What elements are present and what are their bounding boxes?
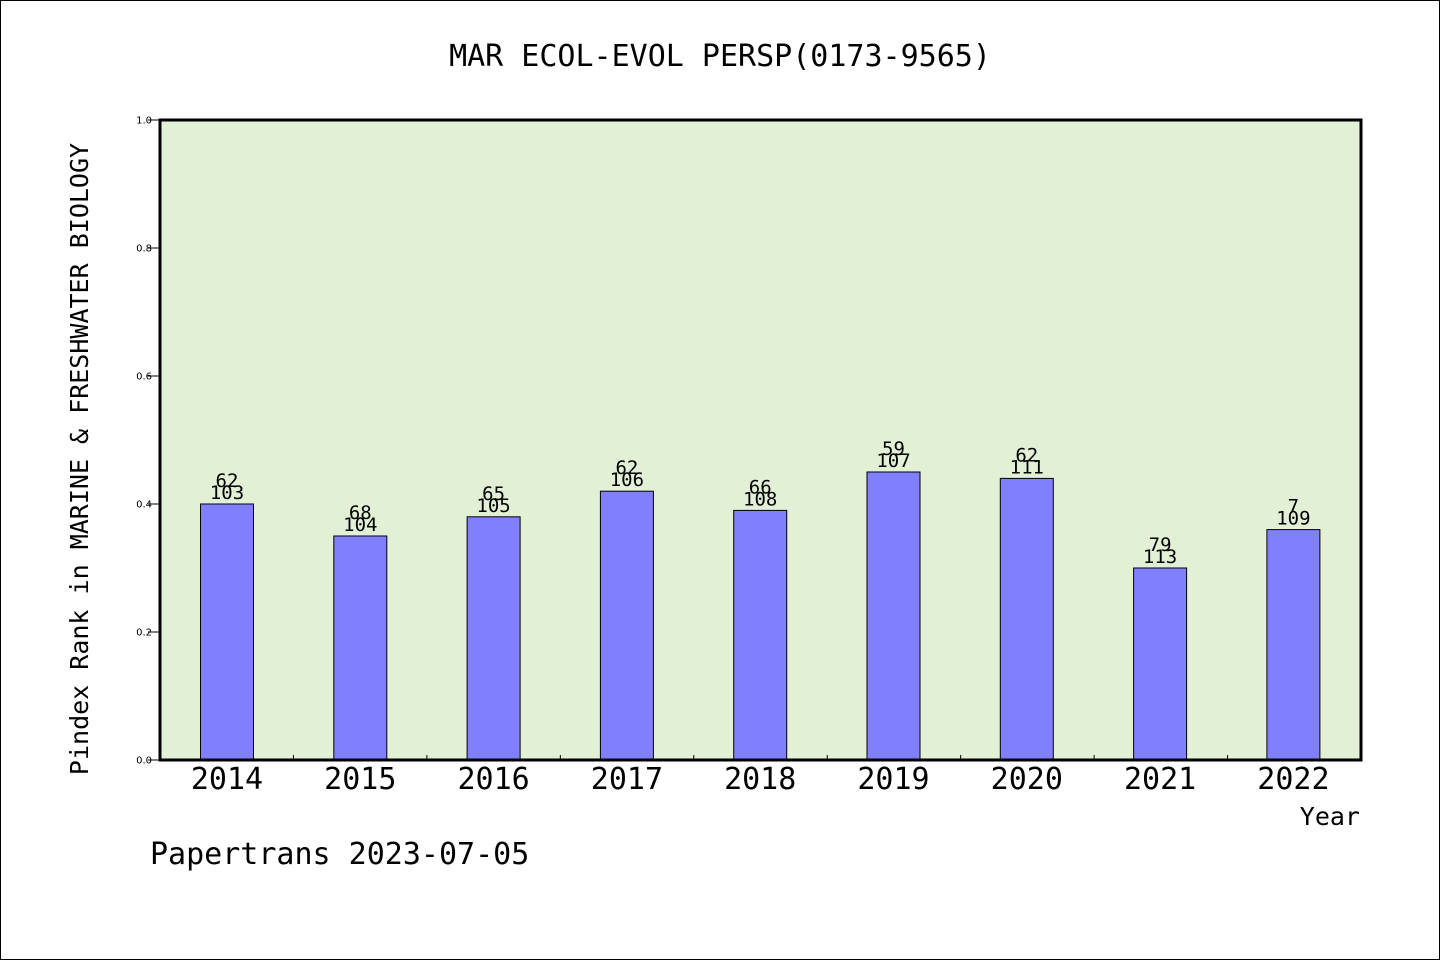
y-axis-label: Pindex Rank in MARINE & FRESHWATER BIOLO… [65, 143, 94, 775]
y-tick-label: 1.0 [136, 116, 152, 127]
x-tick-label: 2017 [591, 762, 663, 797]
bar [599, 490, 654, 761]
footer-credit: Papertrans 2023-07-05 [150, 837, 529, 872]
bar [999, 477, 1054, 761]
x-tick-label: 2020 [991, 762, 1063, 797]
y-tick-label: 0.2 [136, 628, 152, 639]
bar [733, 509, 788, 761]
bar-total-label: 113 [1143, 546, 1177, 568]
bar-total-label: 103 [210, 482, 244, 504]
y-axis: 0.0 0.2 0.4 0.6 0.8 1.0 [136, 116, 160, 767]
bar-total-label: 109 [1276, 508, 1310, 530]
chart-title: MAR ECOL-EVOL PERSP(0173-9565) [449, 39, 991, 74]
bar-total-label: 108 [743, 488, 777, 510]
bar-total-label: 106 [610, 469, 644, 491]
y-tick-label: 0.4 [136, 500, 152, 511]
bar-rank-label: 79 [1149, 534, 1172, 556]
x-tick-label: 2015 [324, 762, 396, 797]
x-tick-label: 2016 [457, 762, 529, 797]
bar [200, 503, 254, 761]
bar [1133, 567, 1188, 761]
x-axis: 2014 2015 2016 2017 2018 2019 2020 2021 2022 [191, 755, 1330, 797]
plot-border [158, 118, 1363, 762]
x-axis-label: Year [1300, 802, 1360, 831]
x-tick-label: 2014 [191, 762, 263, 797]
bar-rank-label: 66 [749, 476, 772, 498]
bar-total-label: 104 [343, 514, 377, 536]
bar [1266, 529, 1321, 761]
bar-rank-label: 65 [482, 483, 505, 505]
x-tick-label: 2018 [724, 762, 796, 797]
bar-rank-label: 62 [1015, 444, 1038, 466]
bar-rank-label: 62 [615, 457, 638, 479]
x-tick-label: 2021 [1124, 762, 1196, 797]
bar-total-label: 107 [876, 450, 910, 472]
y-tick-label: 0.0 [136, 756, 152, 767]
bar [466, 516, 521, 761]
bar-rank-label: 59 [882, 438, 905, 460]
x-tick-label: 2022 [1257, 762, 1329, 797]
x-tick-label: 2019 [857, 762, 929, 797]
bar-total-label: 111 [1010, 456, 1044, 478]
bar-rank-label: 62 [216, 470, 239, 492]
y-tick-label: 0.6 [136, 372, 152, 383]
bar-total-label: 105 [476, 495, 510, 517]
bar-rank-label: 68 [349, 502, 372, 524]
bar-rank-label: 7 [1288, 496, 1299, 518]
bar [333, 535, 388, 761]
bar [866, 471, 921, 761]
y-tick-label: 0.8 [136, 244, 152, 255]
